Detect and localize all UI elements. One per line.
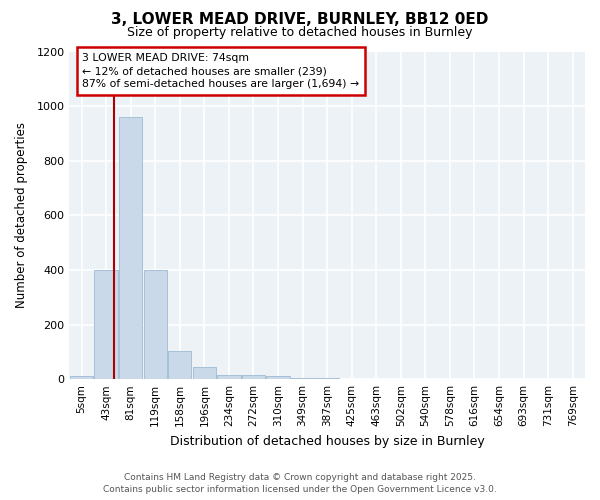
Text: Contains HM Land Registry data © Crown copyright and database right 2025.
Contai: Contains HM Land Registry data © Crown c… xyxy=(103,472,497,494)
Bar xyxy=(119,117,142,379)
X-axis label: Distribution of detached houses by size in Burnley: Distribution of detached houses by size … xyxy=(170,434,485,448)
Bar xyxy=(217,375,241,379)
Text: Size of property relative to detached houses in Burnley: Size of property relative to detached ho… xyxy=(127,26,473,39)
Text: 3, LOWER MEAD DRIVE, BURNLEY, BB12 0ED: 3, LOWER MEAD DRIVE, BURNLEY, BB12 0ED xyxy=(112,12,488,28)
Bar xyxy=(70,376,93,379)
Bar xyxy=(242,375,265,379)
Bar xyxy=(266,376,290,379)
Text: 3 LOWER MEAD DRIVE: 74sqm
← 12% of detached houses are smaller (239)
87% of semi: 3 LOWER MEAD DRIVE: 74sqm ← 12% of detac… xyxy=(82,53,359,90)
Bar xyxy=(291,378,314,379)
Bar xyxy=(193,367,216,379)
Bar xyxy=(143,270,167,379)
Bar xyxy=(365,378,388,379)
Bar xyxy=(168,350,191,379)
Bar xyxy=(316,378,339,379)
Y-axis label: Number of detached properties: Number of detached properties xyxy=(15,122,28,308)
Bar xyxy=(94,270,118,379)
